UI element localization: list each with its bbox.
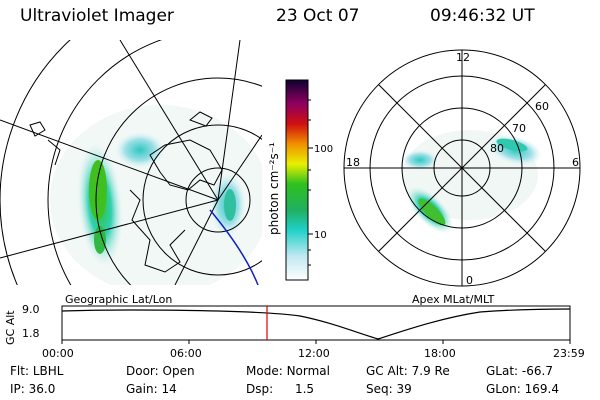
- status-seq-value: 39: [396, 382, 412, 396]
- mlt-grid: [343, 49, 581, 287]
- altitude-y-tick-1: 1.8: [22, 327, 40, 340]
- status-glat-label: GLat:: [486, 364, 519, 378]
- status-gain-value: 14: [161, 382, 177, 396]
- status-door-value: Open: [162, 364, 195, 378]
- colorbar-ticks: [308, 99, 313, 266]
- status-gc-alt-value: 7.9 Re: [411, 364, 450, 378]
- status-glon-value: 169.4: [524, 382, 559, 396]
- status-flt: Flt: LBHL: [10, 364, 63, 378]
- status-glat-value: -66.7: [521, 364, 553, 378]
- status-ip-label: IP:: [10, 382, 25, 396]
- status-door: Door: Open: [126, 364, 195, 378]
- status-mode-value: Normal: [286, 364, 330, 378]
- status-glon-label: GLon:: [486, 382, 521, 396]
- altitude-x-ticks: [61, 340, 571, 344]
- colorbar-label: photon cm⁻²s⁻¹: [267, 142, 281, 235]
- altitude-x-tick-0: 00:00: [42, 347, 74, 360]
- altitude-x-tick-18: 18:00: [424, 347, 456, 360]
- status-door-label: Door:: [126, 364, 159, 378]
- status-dsp: Dsp: 1.5: [246, 382, 314, 396]
- time-label: 09:46:32 UT: [430, 6, 535, 26]
- right-panel-label: Apex MLat/MLT: [412, 293, 495, 306]
- left-panel-label: Geographic Lat/Lon: [65, 293, 172, 306]
- status-gc-alt: GC Alt: 7.9 Re: [366, 364, 450, 378]
- altitude-x-tick-12: 12:00: [298, 347, 330, 360]
- status-seq: Seq: 39: [366, 382, 412, 396]
- status-gain-label: Gain:: [126, 382, 158, 396]
- status-mode: Mode: Normal: [246, 364, 330, 378]
- instrument-title: Ultraviolet Imager: [20, 6, 174, 26]
- mlt-label-0: 0: [466, 274, 473, 287]
- status-ip: IP: 36.0: [10, 382, 55, 396]
- altitude-x-tick-end: 23:59: [553, 347, 585, 360]
- mlt-label-6: 6: [572, 156, 579, 169]
- colorbar-tick-100: 100: [314, 144, 333, 155]
- status-gc-alt-label: GC Alt:: [366, 364, 408, 378]
- status-dsp-value: 1.5: [294, 382, 315, 396]
- status-ip-value: 36.0: [28, 382, 56, 396]
- mlt-label-18: 18: [346, 156, 360, 169]
- status-flt-value: LBHL: [32, 364, 64, 378]
- geographic-map: [0, 40, 262, 285]
- mlat-label-80: 80: [490, 142, 504, 155]
- altitude-curve: [61, 308, 571, 340]
- status-glat: GLat: -66.7: [486, 364, 553, 378]
- mlat-label-60: 60: [535, 100, 549, 113]
- mlt-polar-plot: [402, 130, 543, 234]
- status-dsp-label: Dsp:: [246, 382, 274, 396]
- status-seq-label: Seq:: [366, 382, 393, 396]
- mlt-label-12: 12: [456, 51, 470, 64]
- status-mode-label: Mode:: [246, 364, 283, 378]
- altitude-x-tick-6: 06:00: [170, 347, 202, 360]
- colorbar-tick-10: 10: [314, 230, 327, 241]
- status-flt-label: Flt:: [10, 364, 29, 378]
- status-gain: Gain: 14: [126, 382, 177, 396]
- status-glon: GLon: 169.4: [486, 382, 559, 396]
- colorbar: [285, 79, 309, 281]
- altitude-y-tick-9: 9.0: [22, 303, 40, 316]
- date-label: 23 Oct 07: [276, 6, 360, 26]
- altitude-y-label: GC Alt: [4, 310, 17, 345]
- mlat-label-70: 70: [512, 122, 526, 135]
